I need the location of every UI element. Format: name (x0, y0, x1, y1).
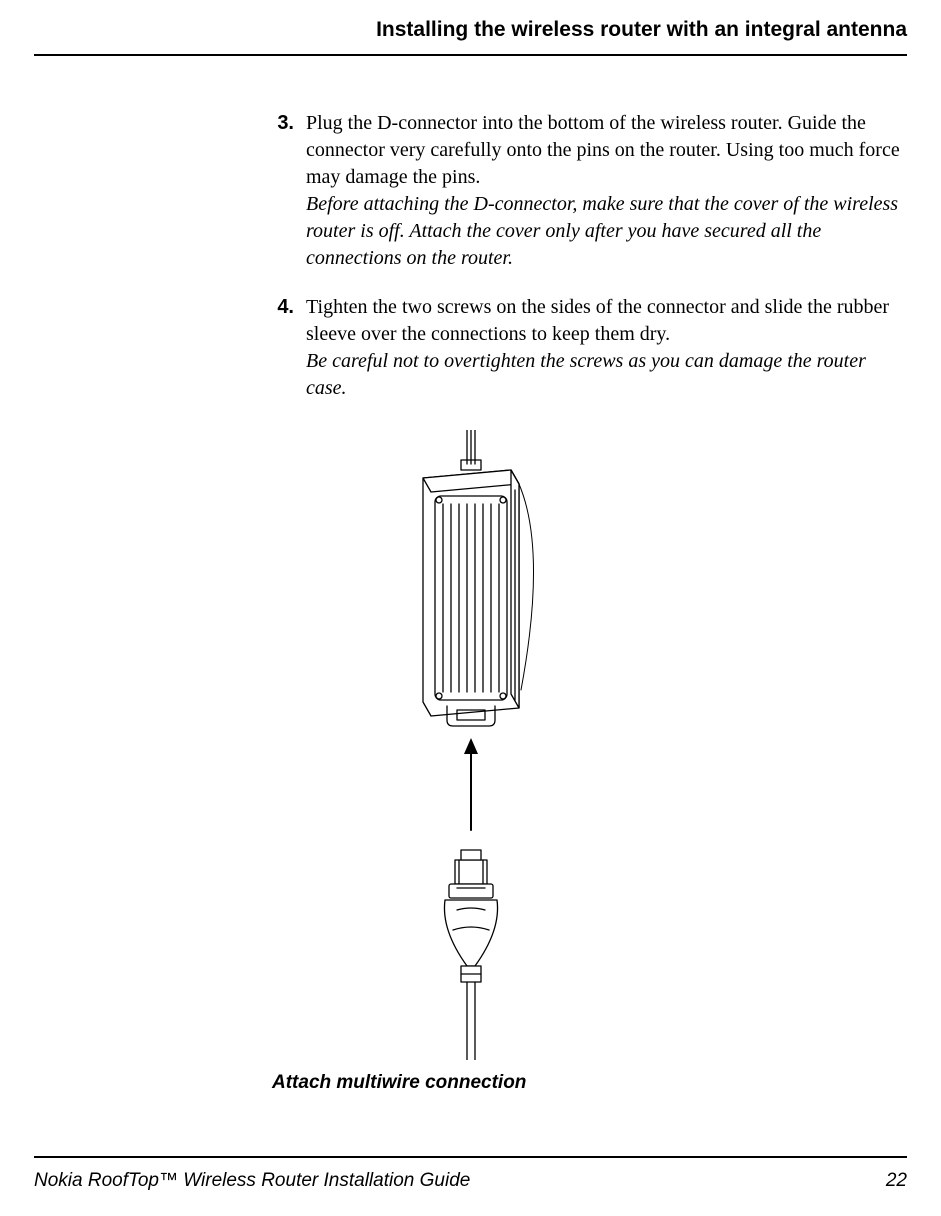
figure-caption: Attach multiwire connection (272, 1072, 526, 1094)
footer-rule (34, 1156, 907, 1158)
step-4: 4. Tighten the two screws on the sides o… (260, 294, 907, 402)
page-header: Installing the wireless router with an i… (34, 18, 907, 42)
step-3-note: Before attaching the D-connector, make s… (306, 193, 898, 269)
body-content: 3. Plug the D-connector into the bottom … (260, 110, 907, 424)
footer-doc-title: Nokia RoofTop™ Wireless Router Installat… (34, 1170, 470, 1192)
step-4-text: Tighten the two screws on the sides of t… (294, 294, 907, 402)
page-footer: Nokia RoofTop™ Wireless Router Installat… (34, 1170, 907, 1192)
footer-page-number: 22 (886, 1170, 907, 1192)
step-4-note: Be careful not to overtighten the screws… (306, 350, 866, 399)
router-connector-diagram-icon (361, 430, 581, 1060)
step-3-number: 3. (260, 110, 294, 272)
figure-attach-multiwire (0, 430, 941, 1060)
step-4-number: 4. (260, 294, 294, 402)
header-rule (34, 54, 907, 56)
step-3-text: Plug the D-connector into the bottom of … (294, 110, 907, 272)
page-header-title: Installing the wireless router with an i… (376, 18, 907, 41)
step-4-main: Tighten the two screws on the sides of t… (306, 296, 889, 345)
document-page: Installing the wireless router with an i… (0, 0, 941, 1216)
step-3: 3. Plug the D-connector into the bottom … (260, 110, 907, 272)
step-3-main: Plug the D-connector into the bottom of … (306, 112, 900, 188)
